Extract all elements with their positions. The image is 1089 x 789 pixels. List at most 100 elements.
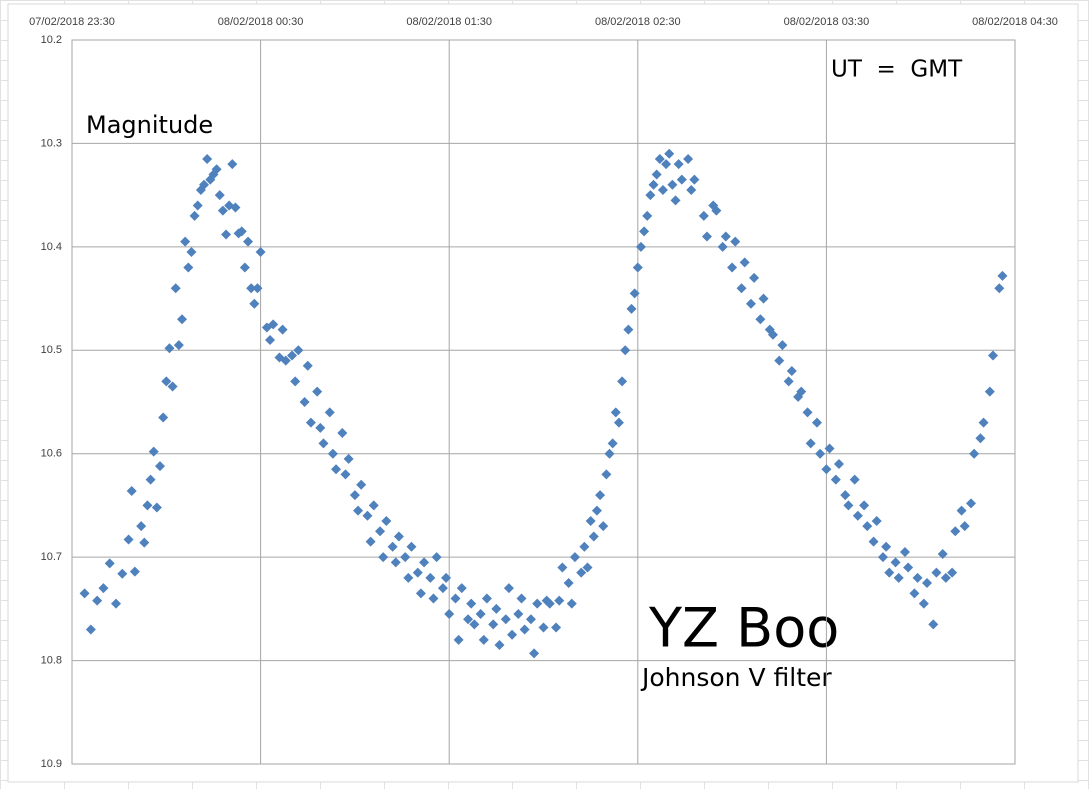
data-point	[811, 417, 822, 428]
data-point	[136, 521, 147, 532]
data-point	[871, 515, 882, 526]
data-point	[246, 283, 257, 294]
x-tick-label: 08/02/2018 01:30	[406, 16, 492, 28]
data-point	[686, 184, 697, 195]
data-point	[833, 459, 844, 470]
data-point	[956, 505, 967, 516]
data-point	[406, 541, 417, 552]
data-point	[287, 350, 298, 361]
data-point	[745, 298, 756, 309]
data-point	[805, 438, 816, 449]
data-point	[899, 546, 910, 557]
data-point	[481, 593, 492, 604]
data-point	[965, 498, 976, 509]
data-point	[318, 438, 329, 449]
data-point	[987, 350, 998, 361]
data-point	[428, 593, 439, 604]
data-point	[720, 231, 731, 242]
data-point	[730, 236, 741, 247]
data-point	[425, 572, 436, 583]
data-point	[375, 526, 386, 537]
data-point	[645, 190, 656, 201]
data-point	[469, 619, 480, 630]
data-point	[918, 598, 929, 609]
data-point	[862, 521, 873, 532]
data-point	[302, 360, 313, 371]
data-point	[815, 448, 826, 459]
data-point	[937, 549, 948, 560]
data-point	[415, 588, 426, 599]
data-point	[180, 236, 191, 247]
data-point	[202, 153, 213, 164]
data-point	[158, 412, 169, 423]
data-point	[503, 583, 514, 594]
data-point	[758, 293, 769, 304]
data-point	[582, 562, 593, 573]
data-point	[940, 572, 951, 583]
data-point	[139, 537, 150, 548]
data-point	[563, 578, 574, 588]
data-point	[183, 262, 194, 273]
data-point	[151, 502, 162, 513]
data-point	[230, 202, 241, 213]
data-point	[312, 386, 323, 397]
data-point	[236, 226, 247, 237]
data-point	[689, 174, 700, 185]
data-point	[85, 624, 96, 635]
data-point	[950, 526, 961, 537]
data-point	[579, 541, 590, 552]
data-point	[585, 515, 596, 526]
data-point	[868, 536, 879, 547]
data-point	[475, 609, 486, 620]
data-point	[796, 386, 807, 397]
data-point	[667, 179, 678, 190]
data-point	[683, 153, 694, 164]
data-point	[343, 453, 354, 464]
data-point	[595, 490, 606, 501]
data-point	[598, 521, 609, 532]
data-point	[566, 598, 577, 609]
data-point	[626, 303, 637, 314]
data-point	[997, 270, 1008, 281]
data-point	[450, 593, 461, 604]
data-point	[167, 381, 178, 392]
data-point	[280, 355, 291, 366]
data-point	[381, 515, 392, 526]
data-point	[104, 558, 115, 569]
data-point	[211, 164, 222, 175]
data-point	[519, 624, 530, 635]
data-point	[830, 474, 841, 485]
data-point	[500, 614, 511, 625]
data-point	[755, 314, 766, 325]
data-point	[739, 257, 750, 268]
data-point	[701, 231, 712, 242]
data-point	[969, 448, 980, 459]
data-point	[538, 622, 549, 633]
data-point	[444, 609, 455, 620]
data-point	[507, 629, 518, 640]
data-point	[544, 598, 555, 609]
data-point	[227, 159, 238, 170]
data-point	[387, 541, 398, 552]
data-point	[890, 557, 901, 568]
y-tick-label: 10.5	[41, 344, 62, 356]
data-point	[189, 210, 200, 221]
data-point	[777, 340, 788, 351]
x-tick-label: 08/02/2018 03:30	[784, 16, 870, 28]
data-point	[214, 190, 225, 201]
data-point	[931, 567, 942, 578]
y-tick-label: 10.6	[41, 448, 62, 460]
data-point	[629, 288, 640, 299]
chart-area	[7, 3, 1079, 783]
data-point	[978, 417, 989, 428]
data-point	[551, 622, 562, 633]
data-point	[155, 461, 166, 472]
data-point	[727, 262, 738, 273]
data-point	[252, 283, 263, 294]
y-tick-label: 10.3	[41, 137, 62, 149]
data-point	[623, 324, 634, 335]
x-tick-label: 07/02/2018 23:30	[29, 16, 115, 28]
data-point	[903, 562, 914, 573]
data-point	[884, 567, 895, 578]
